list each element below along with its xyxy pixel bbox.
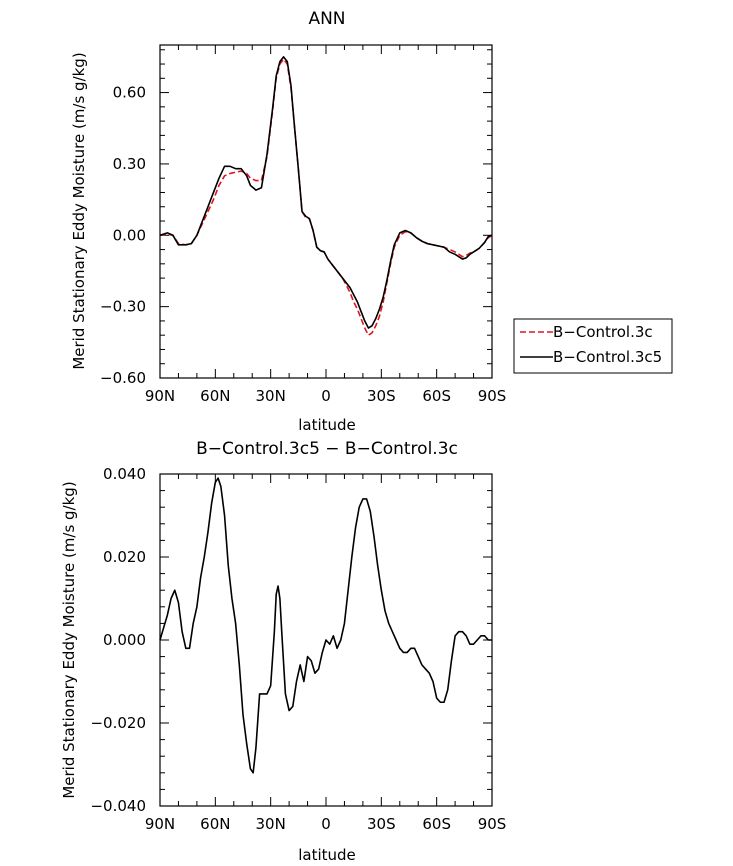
- y-tick-label: −0.60: [100, 369, 146, 387]
- y-tick-label: −0.30: [100, 298, 146, 316]
- x-tick-label: 60N: [200, 815, 230, 833]
- chart-top-y-tick-labels: −0.60 −0.30 0.00 0.30 0.60: [100, 84, 146, 387]
- chart-top-x-tick-labels: 90N 60N 30N 0 30S 60S 90S: [145, 387, 506, 405]
- y-tick-label: −0.040: [90, 797, 146, 815]
- legend-label-series-2: B−Control.3c5: [553, 348, 662, 366]
- legend-label-series-1: B−Control.3c: [553, 323, 653, 341]
- chart-bottom: B−Control.3c5 − B−Control.3c 90N 60N 30N 0 3…: [60, 439, 506, 864]
- y-tick-label: 0.00: [113, 226, 146, 244]
- chart-bottom-xlabel: latitude: [298, 846, 356, 864]
- x-tick-label: 60S: [422, 815, 451, 833]
- x-tick-label: 90N: [145, 387, 175, 405]
- chart-top: ANN 90N 60N 30N 0 30S 60S 90S −0.60 −0.30 0.00 0.…: [70, 9, 673, 434]
- y-tick-label: 0.040: [103, 465, 146, 483]
- y-tick-label: −0.020: [90, 714, 146, 732]
- x-tick-label: 0: [321, 815, 331, 833]
- x-tick-label: 30N: [256, 815, 286, 833]
- chart-bottom-plot-frame: [159, 473, 493, 807]
- x-tick-label: 60S: [422, 387, 451, 405]
- chart-top-legend: B−Control.3c B−Control.3c5: [513, 318, 673, 374]
- chart-top-xlabel: latitude: [298, 416, 356, 434]
- chart-top-ticks: [159, 45, 493, 379]
- legend-box: [513, 318, 673, 374]
- series-line-2: [159, 56, 493, 329]
- x-tick-label: 30N: [256, 387, 286, 405]
- chart-top-plot-frame: [159, 44, 493, 379]
- x-tick-label: 60N: [200, 387, 230, 405]
- chart-bottom-series: [159, 477, 492, 774]
- y-tick-label: 0.60: [113, 84, 146, 102]
- chart-bottom-title: B−Control.3c5 − B−Control.3c: [196, 439, 458, 459]
- y-tick-label: 0.30: [113, 155, 146, 173]
- x-tick-label: 0: [321, 387, 331, 405]
- chart-top-series: [159, 56, 493, 336]
- chart-bottom-y-tick-labels: −0.040 −0.020 0.000 0.020 0.040: [90, 465, 146, 815]
- x-tick-label: 90N: [145, 815, 175, 833]
- y-tick-label: 0.000: [103, 631, 146, 649]
- series-line-1: [159, 58, 493, 336]
- y-tick-label: 0.020: [103, 548, 146, 566]
- series-line-1: [159, 477, 492, 774]
- x-tick-label: 90S: [478, 815, 507, 833]
- x-tick-label: 90S: [478, 387, 507, 405]
- chart-bottom-ylabel: Merid Stationary Eddy Moisture (m/s g/kg…: [60, 481, 78, 798]
- chart-top-title: ANN: [308, 9, 345, 29]
- chart-bottom-x-tick-labels: 90N 60N 30N 0 30S 60S 90S: [145, 815, 506, 833]
- x-tick-label: 30S: [367, 815, 396, 833]
- chart-top-ylabel: Merid Stationary Eddy Moisture (m/s g/kg…: [70, 52, 88, 369]
- x-tick-label: 30S: [367, 387, 396, 405]
